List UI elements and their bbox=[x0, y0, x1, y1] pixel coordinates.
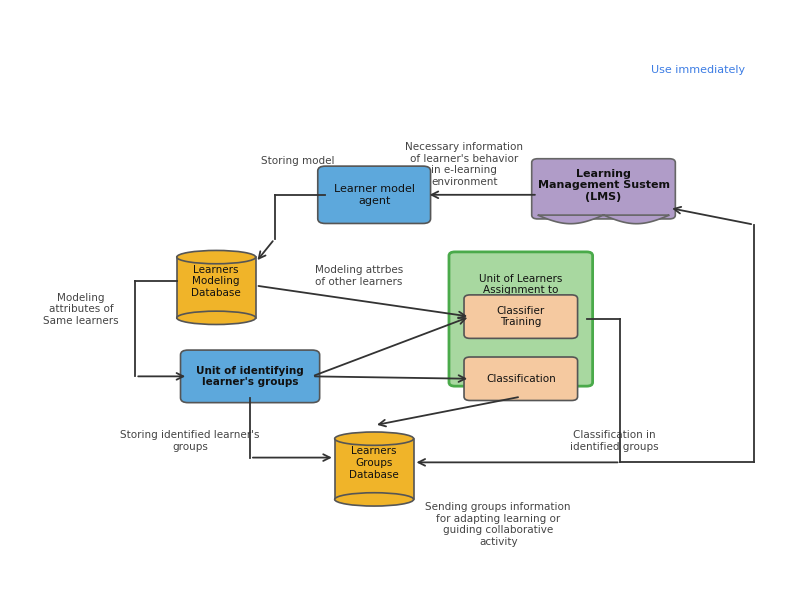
Bar bbox=[334, 439, 414, 499]
Text: Modeling
attributes of
Same learners: Modeling attributes of Same learners bbox=[43, 293, 118, 326]
Text: Modeling attrbes
of other learners: Modeling attrbes of other learners bbox=[315, 265, 403, 287]
Text: Learners
Groups
Database: Learners Groups Database bbox=[350, 447, 399, 480]
FancyBboxPatch shape bbox=[318, 166, 430, 224]
Text: Learning
Management Sustem
(LMS): Learning Management Sustem (LMS) bbox=[538, 169, 670, 202]
FancyBboxPatch shape bbox=[464, 357, 578, 400]
FancyBboxPatch shape bbox=[449, 252, 593, 386]
FancyBboxPatch shape bbox=[532, 159, 675, 219]
Text: Storing model: Storing model bbox=[262, 156, 335, 166]
Text: Necessary information
of learner's behavior
in e-learning
environment: Necessary information of learner's behav… bbox=[406, 142, 523, 187]
Text: Classification in
identified groups: Classification in identified groups bbox=[570, 430, 659, 452]
Ellipse shape bbox=[177, 311, 256, 325]
Text: Learner model
agent: Learner model agent bbox=[334, 184, 414, 206]
Text: Use immediately: Use immediately bbox=[650, 65, 745, 75]
Text: Classifier
Training: Classifier Training bbox=[497, 306, 545, 328]
Text: Unit of identifying
learner's groups: Unit of identifying learner's groups bbox=[196, 365, 304, 387]
Bar bbox=[177, 257, 256, 318]
Ellipse shape bbox=[177, 251, 256, 264]
Text: Storing identified learner's
groups: Storing identified learner's groups bbox=[120, 430, 260, 452]
Text: Learners
Modeling
Database: Learners Modeling Database bbox=[191, 265, 241, 298]
Text: Unit of Learners
Assignment to
Identified Groups: Unit of Learners Assignment to Identifie… bbox=[476, 274, 566, 307]
Ellipse shape bbox=[334, 432, 414, 445]
FancyBboxPatch shape bbox=[181, 350, 320, 403]
Text: Classification: Classification bbox=[486, 374, 556, 384]
Text: Template Gallery  /  Learner Model Business Architecture: Template Gallery / Learner Model Busines… bbox=[36, 13, 314, 23]
PathPatch shape bbox=[538, 215, 670, 224]
FancyBboxPatch shape bbox=[612, 48, 784, 93]
Text: Sending groups information
for adapting learning or
guiding collaborative
activi: Sending groups information for adapting … bbox=[426, 502, 571, 547]
Text: Learner Model Business Architecture: Learner Model Business Architecture bbox=[36, 42, 615, 70]
Ellipse shape bbox=[334, 493, 414, 506]
FancyBboxPatch shape bbox=[464, 295, 578, 338]
